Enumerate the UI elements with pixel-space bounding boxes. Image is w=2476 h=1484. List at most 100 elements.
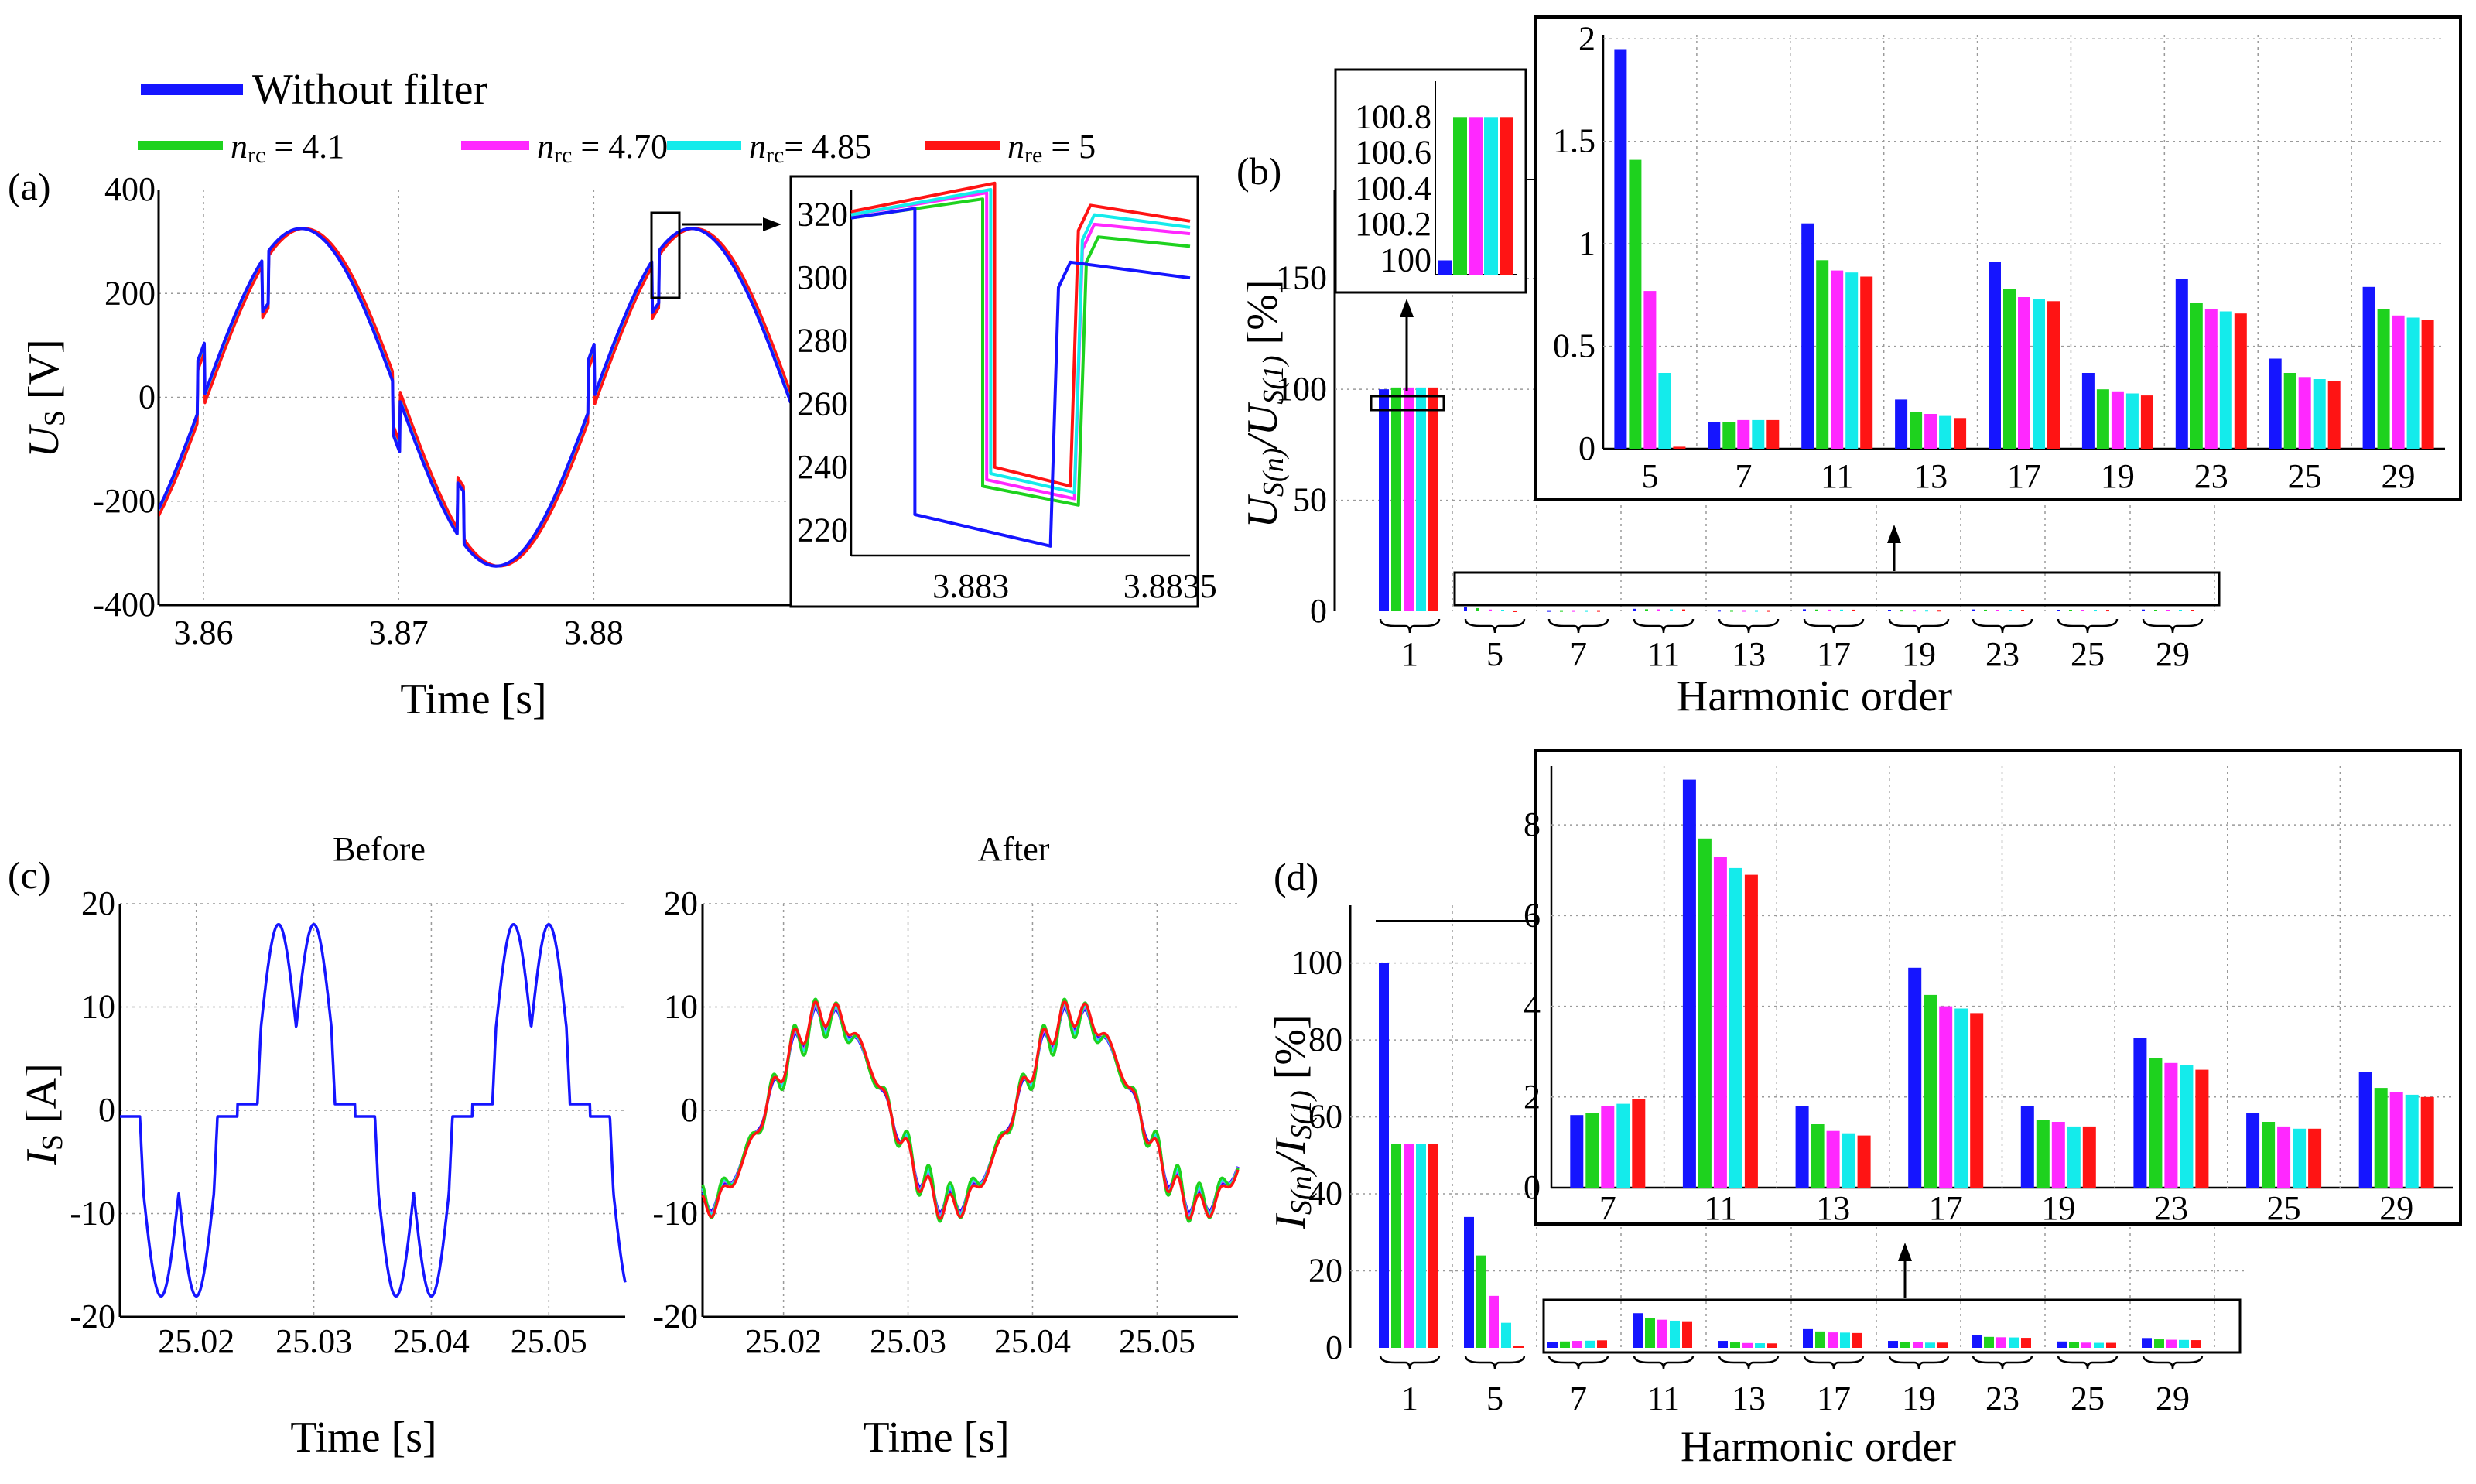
inset-harmonics-b-bar-19 [2140,395,2153,449]
inset-harmonics-b-bar-23 [2234,313,2247,449]
inset-fundamental-ytick-b: 100.8 [1355,97,1431,135]
xtick-d: 29 [2156,1380,2190,1417]
bar-b-h5 [1489,609,1492,611]
bar-b-h29 [2179,610,2182,611]
legend-label-without-filter: Without filter [252,66,487,114]
panel-c-current-waveform: 20 10 0 -10 -20 25.02 25.03 25.04 25.05 Before Tim… [18,830,1240,1462]
bar-d-h13 [1767,1343,1777,1348]
bar-d-h5 [1501,1322,1511,1348]
bar-b-h7 [1572,610,1575,612]
legend-rest: = 4.70 [572,128,668,166]
xtick-d: 23 [1985,1380,2019,1417]
inset-ytick-a: 240 [797,448,848,486]
inset-harmonics-b-bar-17 [1989,262,2001,449]
inset-harmonics-b-bar-13 [1895,399,1908,449]
brace-b [1803,618,1865,634]
ytick-d: 100 [1291,944,1342,982]
inset-harmonics-b-bar-11 [1801,223,1814,449]
bar-b-h19 [1925,610,1928,612]
xtick-b: 7 [1570,635,1587,673]
bar-d-h19 [1900,1342,1910,1348]
inset-harmonics-d-bar-19 [2082,1126,2096,1188]
bar-d-h17 [1803,1328,1813,1348]
inset-harmonics-d-bar-23 [2149,1058,2163,1188]
inset-harmonics-xtick-b: 11 [1821,457,1853,495]
bar-b-h1 [1416,387,1426,611]
ylabel-part: [%] [1239,279,1287,355]
inset-harmonics-d-bar-13 [1842,1133,1855,1188]
brace-d [1464,1355,1526,1370]
xlabel-b: Harmonic order [1677,672,1952,720]
ytick-a: 400 [104,170,156,208]
inset-harmonics-b-bar-5 [1614,49,1627,449]
ytick-a: 0 [139,378,156,416]
ytick-c-after: 0 [681,1091,698,1129]
brace-d [1548,1355,1609,1370]
inset-harmonics-d-bar-25 [2308,1128,2322,1188]
bar-b-h29 [2154,610,2157,611]
bar-d-h17 [1840,1332,1850,1348]
ytick-c-after: -20 [652,1298,698,1335]
xtick-b: 29 [2156,635,2190,673]
inset-harmonics-b-bar-25 [2313,379,2326,449]
bar-b-h13 [1730,610,1733,612]
ylabel-part: S(n) [1257,448,1290,497]
inset-harmonics-d-bar-7 [1585,1113,1599,1188]
bar-b-h5 [1513,610,1517,612]
xtick-a: 3.88 [564,614,624,651]
bar-b-h19 [1900,610,1903,612]
title-after-c: After [978,830,1050,868]
inset-harmonics-b-bar-11 [1816,260,1829,449]
inset-harmonics-xtick-b: 7 [1735,457,1752,495]
inset-harmonics-b-bar-19 [2111,391,2124,449]
bar-d-h17 [1852,1332,1862,1348]
bar-d-h11 [1633,1313,1643,1348]
legend-sym: n [749,128,766,166]
inset-harmonics-d-bar-29 [2420,1096,2434,1188]
ylabel-a: US [V] [20,339,71,457]
ylabel-c: IS [A] [18,1063,69,1166]
inset-xtick-a: 3.8835 [1123,567,1217,605]
inset-harmonics-ytick-b: 0.5 [1553,327,1595,365]
ylabel-sub: S [36,1134,69,1151]
bar-b-h7 [1585,610,1588,612]
ylabel-b: US(n)/US(1) [%] [1239,279,1290,528]
ytick-c-after: 20 [664,884,698,922]
xtick-c-before: 25.04 [393,1322,470,1360]
bar-b-h19 [1913,610,1916,612]
inset-waveform-a-without-filter [850,207,1191,548]
inset-harmonics-d-bar-11 [1729,867,1742,1188]
bar-d-h5 [1489,1295,1499,1348]
ytick-d: 80 [1308,1021,1342,1058]
inset-harmonics-b-bar-7 [1708,422,1721,449]
inset-harmonics-d-bar-13 [1795,1106,1809,1188]
bar-d-h19 [1888,1341,1898,1348]
bar-d-h7 [1572,1341,1582,1348]
ytick-c-before: 20 [81,884,115,922]
panel-label-d: (d) [1274,855,1318,898]
inset-harmonics-d-bar-11 [1744,874,1758,1188]
bar-b-h11 [1645,609,1648,611]
xtick-d: 19 [1902,1380,1936,1417]
inset-harmonics-d-bar-7 [1601,1106,1615,1188]
inset-fundamental-bar-b [1484,117,1498,275]
bar-b-h1 [1379,389,1389,611]
waveform-a-without-filter [159,227,791,568]
inset-waveform-a-nrc-4-85 [850,188,1191,494]
inset-harmonics-d-bar-25 [2277,1126,2291,1188]
ytick-a: -400 [93,586,156,624]
legend-sym: n [537,128,554,166]
ytick-d: 0 [1325,1328,1342,1366]
inset-harmonics-xtick-d: 19 [2041,1189,2075,1227]
ytick-c-before: 0 [98,1091,115,1129]
inset-harmonics-b-bar-7 [1766,419,1780,449]
inset-harmonics-d-bar-11 [1682,779,1696,1188]
bar-d-h5 [1513,1346,1524,1348]
bar-d-h11 [1645,1318,1655,1348]
inset-harmonics-xtick-d: 11 [1704,1189,1736,1227]
inset-harmonics-xtick-d: 25 [2267,1189,2301,1227]
inset-harmonics-d-bar-7 [1616,1103,1630,1188]
bar-b-h29 [2191,610,2194,611]
ytick-c-before: -10 [70,1195,115,1233]
